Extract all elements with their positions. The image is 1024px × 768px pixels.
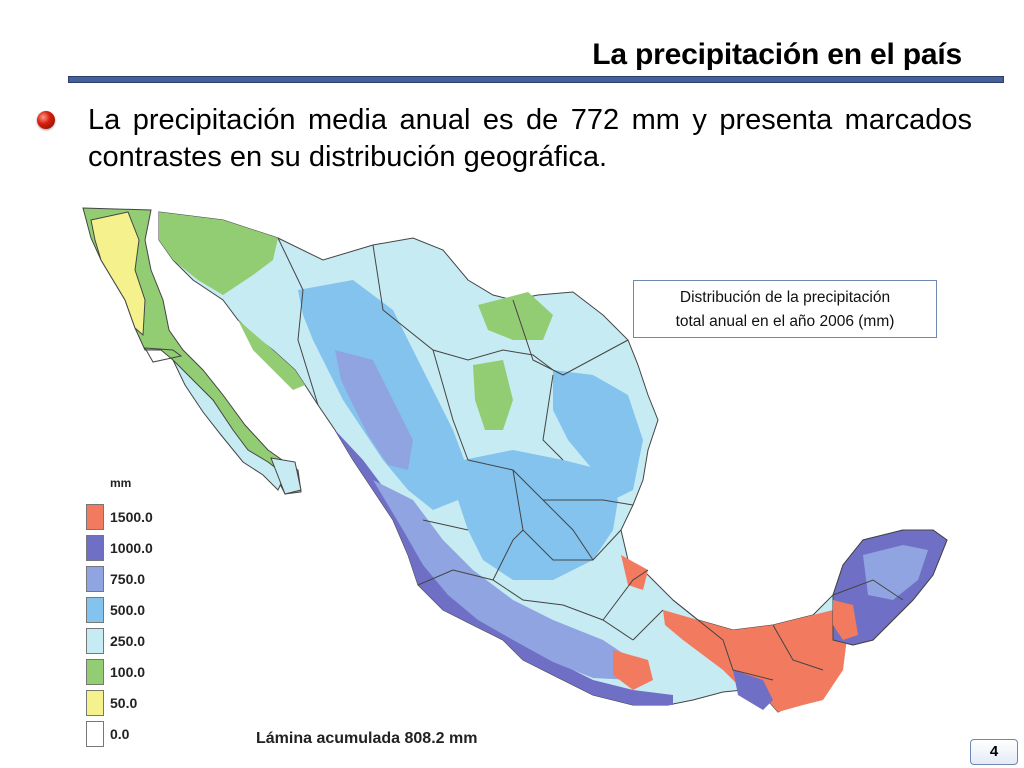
- yucatan-inner-zone: [863, 545, 928, 600]
- tamaulipas-band: [553, 370, 643, 500]
- legend-swatch: [86, 690, 104, 716]
- legend-item: 100.0: [83, 659, 203, 687]
- title-underline: [68, 76, 1004, 83]
- central-plateau: [458, 450, 618, 580]
- sonora-dry-zone: [159, 212, 278, 295]
- bullet-text: La precipitación media anual es de 772 m…: [88, 104, 972, 173]
- legend-item: 0.0: [83, 721, 203, 749]
- chiapas-south-zone: [733, 670, 773, 710]
- legend-item: 1500.0: [83, 504, 203, 532]
- legend-item: 50.0: [83, 690, 203, 718]
- legend-label: 1000.0: [110, 540, 153, 556]
- oaxaca-wet-zone: [613, 650, 653, 690]
- legend-item: 750.0: [83, 566, 203, 594]
- coahuila-dry-zone: [478, 292, 553, 340]
- caption-line-1: Distribución de la precipitación: [679, 289, 891, 306]
- legend-label: 750.0: [110, 571, 146, 587]
- legend-swatch: [86, 535, 104, 561]
- veracruz-wet-zone: [621, 555, 648, 590]
- map-caption: Distribución de la precipitación total a…: [633, 280, 937, 338]
- legend-item: 1000.0: [83, 535, 203, 563]
- legend-unit: mm: [110, 476, 132, 490]
- accumulated-total-label: Lámina acumulada 808.2 mm: [256, 730, 478, 747]
- campeche-wet-zone: [833, 600, 858, 640]
- nuevo-leon-dry-zone: [473, 360, 513, 430]
- legend-swatch: [86, 597, 104, 623]
- legend-label: 50.0: [110, 695, 138, 711]
- bullet-icon: [37, 111, 55, 129]
- legend-item: 500.0: [83, 597, 203, 625]
- slide-title: La precipitación en el país: [592, 38, 962, 71]
- legend-swatch: [86, 659, 104, 685]
- legend-label: 1500.0: [110, 509, 153, 525]
- page-number: 4: [970, 739, 1018, 765]
- legend-label: 500.0: [110, 602, 146, 618]
- legend-label: 250.0: [110, 633, 146, 649]
- legend-swatch: [86, 721, 104, 747]
- sonora-coast-zone: [238, 320, 305, 390]
- legend-label: 100.0: [110, 664, 146, 680]
- map-legend: mm 1500.0 1000.0 750.0 500.0 250.0 100.0…: [83, 476, 203, 756]
- tabasco-chiapas-wet-zone: [663, 610, 848, 712]
- legend-item: 250.0: [83, 628, 203, 656]
- state-borders: [277, 237, 904, 681]
- legend-label: 0.0: [110, 726, 130, 742]
- baja-california: [82, 207, 302, 495]
- sierra-occidental-core: [335, 350, 413, 470]
- legend-swatch: [86, 628, 104, 654]
- caption-line-2: total anual en el año 2006 (mm): [675, 313, 895, 330]
- pacific-inner-band: [373, 480, 633, 680]
- legend-swatch: [86, 504, 104, 530]
- legend-swatch: [86, 566, 104, 592]
- precipitation-map: [73, 200, 953, 768]
